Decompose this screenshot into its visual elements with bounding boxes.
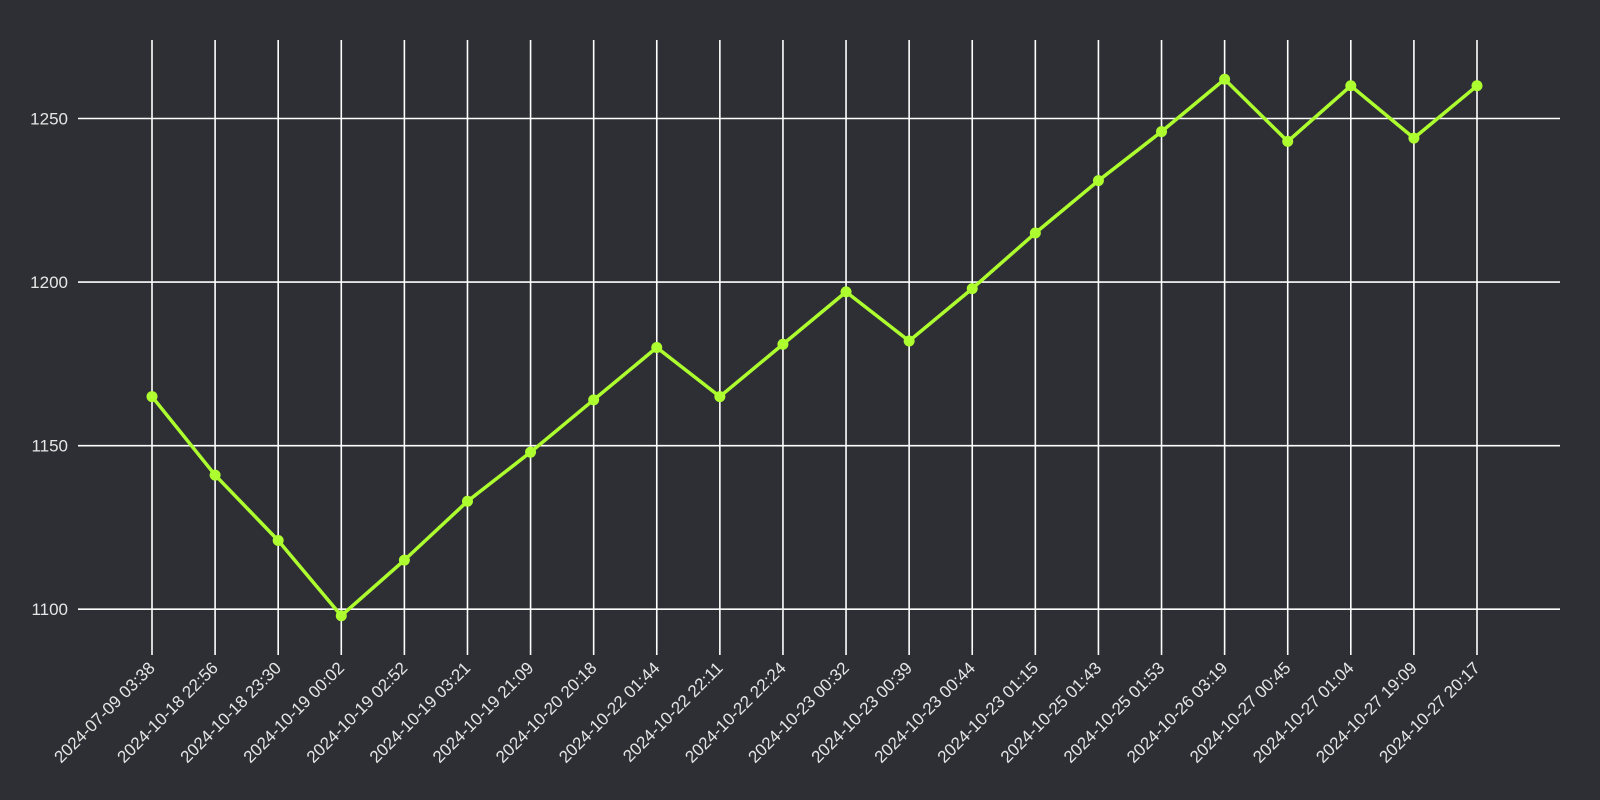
data-point xyxy=(1345,80,1357,92)
data-point xyxy=(966,283,978,295)
data-point xyxy=(398,554,410,566)
data-point xyxy=(1156,126,1168,138)
y-tick-label: 1200 xyxy=(30,273,68,292)
y-tick-label: 1150 xyxy=(31,437,68,456)
data-point xyxy=(1282,135,1294,147)
data-point xyxy=(461,495,473,507)
data-point xyxy=(1471,80,1483,92)
series-line xyxy=(150,77,1479,618)
data-point xyxy=(1408,132,1420,144)
data-point xyxy=(335,610,347,622)
data-point xyxy=(840,286,852,298)
data-point xyxy=(1092,175,1104,187)
y-axis-ticks: 1100 1150 1200 1250 xyxy=(30,110,68,620)
data-point xyxy=(714,391,726,403)
data-point xyxy=(651,342,663,353)
y-tick-label: 1250 xyxy=(30,110,68,129)
data-point xyxy=(209,469,221,481)
data-point xyxy=(1219,73,1231,85)
data-point xyxy=(588,394,600,406)
data-point xyxy=(777,338,789,350)
data-point xyxy=(146,391,158,403)
data-point xyxy=(1029,227,1041,239)
grid xyxy=(78,40,1560,655)
data-point xyxy=(525,446,537,458)
data-points xyxy=(146,73,1483,622)
y-tick-label: 1100 xyxy=(31,600,68,619)
data-point xyxy=(272,535,284,547)
data-point xyxy=(903,335,915,347)
